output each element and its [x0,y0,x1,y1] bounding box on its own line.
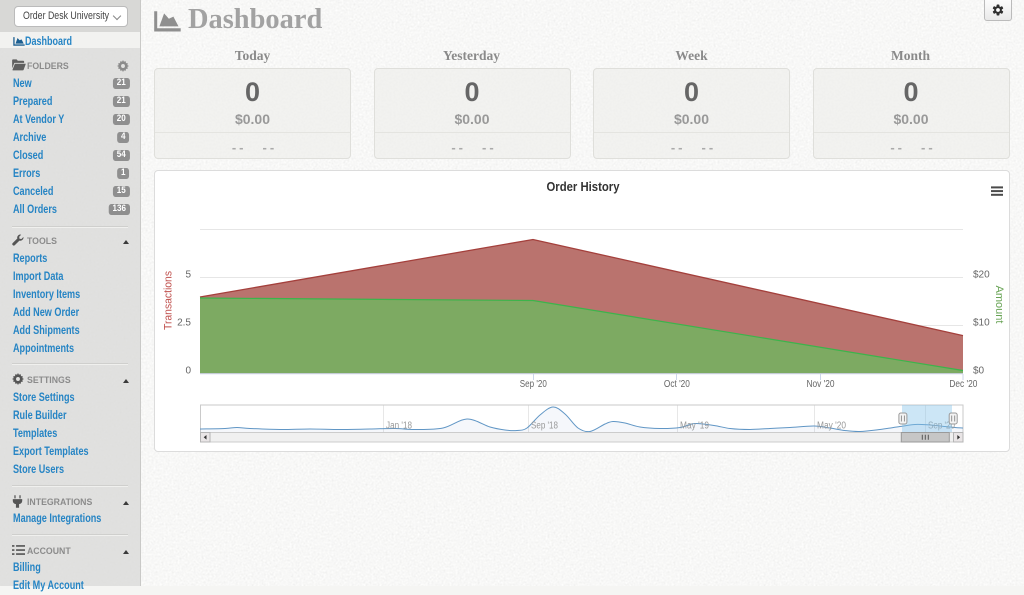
svg-text:2.5: 2.5 [177,318,191,329]
svg-text:Amount: Amount [993,286,1005,324]
svg-text:5: 5 [185,270,191,281]
svg-text:Dec '20: Dec '20 [949,379,977,390]
svg-text:Sep '20: Sep '20 [928,421,955,432]
svg-text:$0: $0 [973,366,985,377]
svg-text:Jan '18: Jan '18 [386,421,412,432]
svg-text:May '20: May '20 [817,421,846,432]
svg-text:$20: $20 [973,270,990,281]
svg-text:Nov '20: Nov '20 [807,379,835,390]
svg-text:Order History: Order History [547,180,620,194]
svg-text:Oct '20: Oct '20 [664,379,690,390]
svg-text:0: 0 [185,366,191,377]
svg-text:$10: $10 [973,318,990,329]
svg-text:Sep '18: Sep '18 [531,421,558,432]
svg-text:May '19: May '19 [680,421,709,432]
svg-text:Transactions: Transactions [163,271,175,330]
svg-text:Sep '20: Sep '20 [520,379,547,390]
